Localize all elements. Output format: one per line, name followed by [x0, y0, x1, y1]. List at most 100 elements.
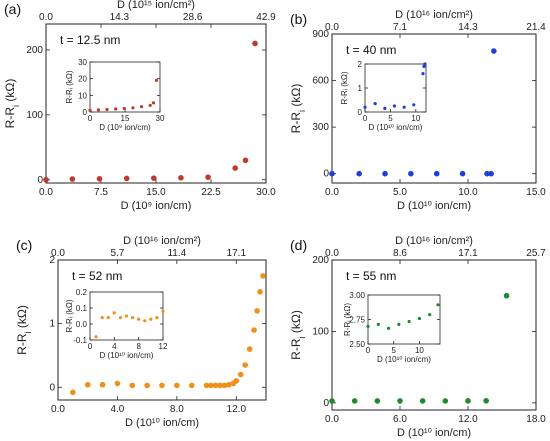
- inset-data-point: [397, 322, 401, 326]
- inset-c: 0 4 8 12 -0.1 0.0 0.1 0.2 D (10¹⁰ ion/cm) R-Rᵢ (k…: [65, 288, 168, 360]
- data-point: [144, 382, 150, 389]
- x-axis-label: D (10¹⁰ ion/cm): [397, 200, 471, 212]
- inset-data-point: [100, 316, 104, 320]
- x-tick-label: 0: [88, 342, 93, 351]
- top-axis-label: D (10¹⁵ ion/cm²): [117, 0, 195, 11]
- inset-data-point: [112, 311, 116, 315]
- data-point: [351, 398, 358, 404]
- data-point: [246, 346, 253, 352]
- inset-data-point: [130, 316, 135, 320]
- thickness-label: t = 55 nm: [346, 269, 396, 283]
- y-tick-label: 0.0: [76, 320, 88, 329]
- data-point: [221, 382, 228, 389]
- data-point: [252, 40, 258, 47]
- inset-a: 0 15 30 0 10 20 30 D (10⁹ ion/cm) R-Rᵢ (kΩ): [65, 58, 165, 132]
- data-point: [503, 292, 510, 299]
- y-tick-label: 200: [26, 45, 43, 56]
- y-axis-label-sub: i: [297, 110, 307, 112]
- inset-x-axis-label: D (10¹⁰ ion/cm): [369, 123, 423, 132]
- data-point: [233, 378, 240, 384]
- y-tick-label: 0: [49, 382, 55, 393]
- data-point: [129, 382, 136, 389]
- inset-data-point: [421, 72, 425, 76]
- inset-data-point: [363, 105, 367, 109]
- data-point: [114, 380, 121, 387]
- inset-data-point: [154, 78, 159, 82]
- inset-data-point: [143, 319, 147, 323]
- y-tick-label: 200: [312, 255, 329, 266]
- inset-data-point: [124, 314, 129, 318]
- x-tick-label: 0: [363, 114, 368, 123]
- inset-data-point: [139, 105, 144, 109]
- inset-data-point: [423, 62, 427, 66]
- data-point: [408, 170, 414, 177]
- data-point: [151, 175, 157, 181]
- inset-data-point: [392, 104, 397, 108]
- data-point: [237, 371, 244, 378]
- data-point: [205, 174, 211, 180]
- inset-b: 0 5 10 0 1 2 D (10¹⁰ ion/cm) R-Rᵢ (kΩ): [340, 60, 427, 132]
- x-axis-label: D (10⁹ ion/cm): [121, 200, 192, 212]
- inset-y-axis-label: R-Rᵢ (kΩ): [65, 70, 74, 103]
- top-tick-label: 11.4: [167, 248, 186, 259]
- inset-y-axis-label: R-Rᵢ (kΩ): [343, 303, 352, 336]
- x-tick-label: 10.0: [458, 187, 478, 198]
- inset-x-axis-label: D (10¹⁰ ion/cm): [377, 355, 431, 364]
- top-tick-label: 25.7: [526, 248, 546, 259]
- data-point: [232, 165, 238, 171]
- top-tick-label: 14.3: [110, 12, 130, 23]
- y-axis-label: R-Ri (kΩ): [289, 310, 307, 360]
- inset-data-point: [131, 106, 135, 110]
- x-tick-label: 4: [112, 342, 117, 351]
- inset-y-axis-label: R-Rᵢ (kΩ): [340, 71, 349, 104]
- y-axis-label-main: R-R: [3, 107, 17, 129]
- inset-data-point: [118, 316, 123, 320]
- y-axis-label: R-Ri (kΩ): [15, 305, 33, 355]
- top-tick-label: 5.7: [110, 248, 124, 259]
- x-tick-label: 5.0: [393, 187, 407, 198]
- y-axis-label-unit: (kΩ): [289, 84, 303, 110]
- top-tick-label: 8.6: [393, 248, 407, 259]
- inset-data-point: [402, 105, 406, 109]
- top-tick-label: 17.1: [227, 248, 247, 259]
- inset-data-point: [373, 102, 377, 106]
- y-tick-label: 2: [358, 60, 363, 69]
- plot-frame: [331, 33, 537, 184]
- data-point: [465, 398, 471, 404]
- inset-frame: [367, 294, 441, 345]
- thickness-label: t = 52 nm: [72, 269, 122, 283]
- inset-x-axis-label: D (10¹⁰ ion/cm): [100, 351, 154, 360]
- x-tick-label: 22.5: [201, 187, 221, 198]
- y-tick-label: 2.75: [349, 316, 365, 325]
- inset-data-point: [106, 316, 110, 320]
- inset-data-point: [88, 108, 92, 112]
- data-point: [174, 382, 180, 389]
- data-point: [242, 157, 249, 164]
- x-axis-label: D (10¹⁰ ion/cm): [397, 427, 471, 439]
- data-point: [382, 170, 388, 177]
- data-point: [217, 382, 223, 389]
- y-tick-label: 0: [358, 108, 363, 117]
- inset-data-point: [407, 319, 411, 324]
- x-tick-label: 12.0: [458, 414, 478, 425]
- data-point: [419, 398, 426, 404]
- x-tick-label: 10: [415, 346, 424, 355]
- y-tick-label: 0.2: [76, 288, 88, 297]
- y-tick-label: 10: [78, 91, 87, 100]
- data-point: [123, 175, 130, 182]
- y-tick-label: 100: [26, 110, 43, 121]
- x-tick-label: 15.0: [146, 187, 166, 198]
- inset-data-point: [149, 317, 153, 321]
- x-tick-label: 30.0: [256, 187, 276, 198]
- data-point: [69, 176, 76, 182]
- x-tick-label: 15: [121, 114, 130, 123]
- y-axis-label-main: R-R: [289, 338, 303, 360]
- y-tick-label: 300: [312, 122, 329, 133]
- x-tick-label: 0.0: [325, 414, 339, 425]
- y-tick-label: 2.50: [349, 340, 365, 349]
- inset-data-point: [122, 106, 126, 111]
